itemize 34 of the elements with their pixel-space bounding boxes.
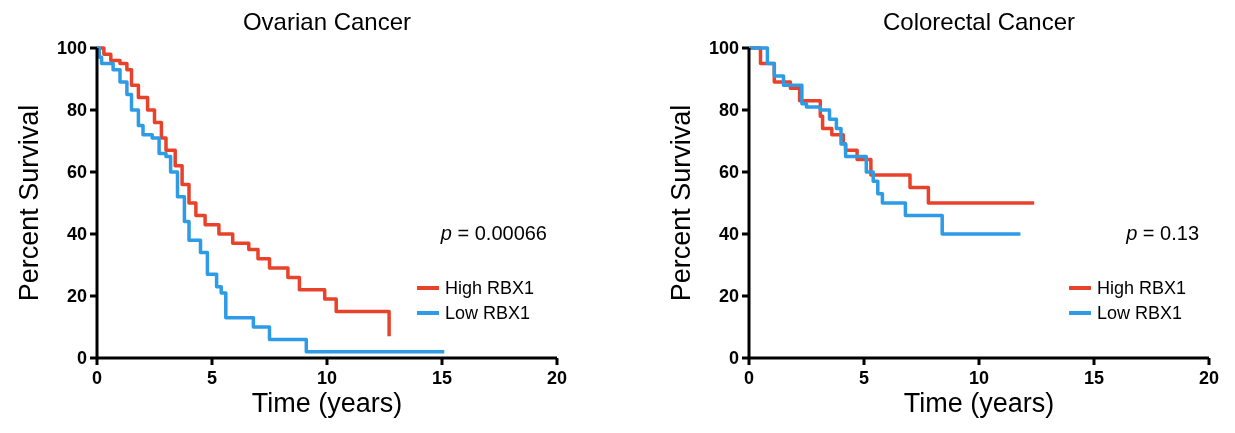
annotation: p = 0.00066 — [439, 222, 547, 245]
y-tick-label: 40 — [66, 224, 87, 245]
y-tick-label: 80 — [66, 100, 87, 121]
legend-label: Low RBX1 — [1097, 303, 1183, 324]
y-tick-label: 20 — [66, 286, 87, 307]
x-axis-title: Time (years) — [903, 388, 1055, 418]
y-tick-label: 100 — [56, 38, 87, 59]
x-tick-label: 0 — [91, 368, 103, 388]
x-tick-label: 20 — [546, 368, 568, 388]
y-tick-label: 40 — [718, 224, 739, 245]
y-tick-label: 20 — [718, 286, 739, 307]
y-tick-label: 80 — [718, 100, 739, 121]
y-tick-label: 60 — [66, 162, 87, 183]
x-tick-label: 20 — [1198, 368, 1220, 388]
x-tick-label: 5 — [858, 368, 870, 388]
legend-label: High RBX1 — [445, 278, 535, 299]
annotation: p = 0.13 — [1125, 222, 1199, 245]
x-tick-label: 0 — [743, 368, 755, 388]
legend-label: Low RBX1 — [445, 303, 531, 324]
y-tick-label: 100 — [708, 38, 739, 59]
legend-label: High RBX1 — [1097, 278, 1187, 299]
x-tick-label: 10 — [968, 368, 990, 388]
x-axis-title: Time (years) — [251, 388, 403, 418]
x-tick-label: 15 — [431, 368, 453, 388]
y-axis-title: Percent Survival — [14, 104, 44, 302]
y-axis-title: Percent Survival — [666, 104, 696, 302]
x-tick-label: 10 — [316, 368, 338, 388]
y-tick-label: 0 — [76, 348, 87, 369]
chart-title: Ovarian Cancer — [242, 8, 412, 35]
y-tick-label: 60 — [718, 162, 739, 183]
chart-title: Colorectal Cancer — [882, 8, 1076, 35]
x-tick-label: 5 — [206, 368, 218, 388]
y-tick-label: 0 — [728, 348, 739, 369]
x-tick-label: 15 — [1083, 368, 1105, 388]
